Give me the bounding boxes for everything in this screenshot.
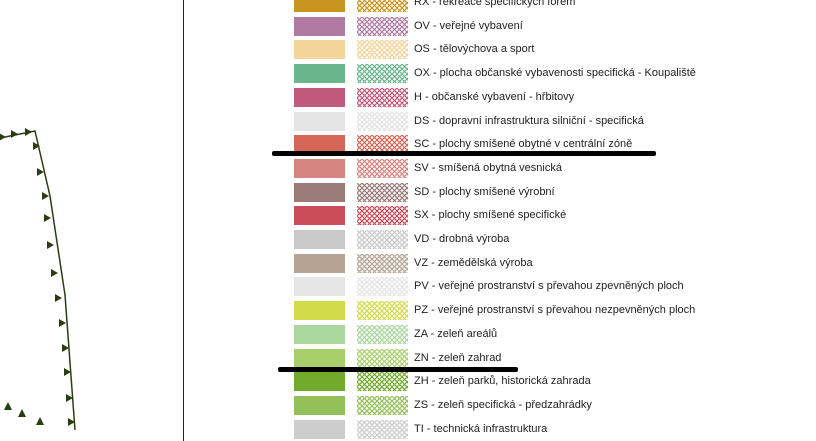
legend-item: DS - dopravní infrastruktura silniční - … bbox=[294, 112, 714, 132]
legend-swatch-proposed bbox=[357, 372, 408, 391]
legend-swatch-proposed bbox=[357, 420, 408, 439]
boundary-tick bbox=[62, 344, 69, 352]
legend-item-label: VD - drobná výroba bbox=[414, 233, 510, 245]
boundary-tick bbox=[11, 130, 18, 138]
legend-item: VD - drobná výroba bbox=[294, 230, 714, 250]
legend-swatch-existing bbox=[294, 112, 345, 131]
legend-swatch-existing bbox=[294, 396, 345, 415]
legend-item: ZH - zeleň parků, historická zahrada bbox=[294, 372, 714, 392]
legend-item: SV - smíšená obytná vesnická bbox=[294, 159, 714, 179]
legend-item: ZA - zeleň areálů bbox=[294, 325, 714, 345]
legend-item: RX - rekreace specifických forem bbox=[294, 0, 714, 13]
legend-swatch-existing bbox=[294, 159, 345, 178]
legend-swatch-proposed bbox=[357, 0, 408, 12]
legend-item-label: PZ - veřejné prostranství s převahou nez… bbox=[414, 304, 696, 316]
legend-swatch-proposed bbox=[357, 64, 408, 83]
legend-item: PZ - veřejné prostranství s převahou nez… bbox=[294, 301, 714, 321]
legend-swatch-existing bbox=[294, 206, 345, 225]
legend-swatch-proposed bbox=[357, 40, 408, 59]
legend-item: H - občanské vybavení - hřbitovy bbox=[294, 88, 714, 108]
boundary-tick bbox=[4, 402, 12, 410]
legend-swatch-proposed bbox=[357, 277, 408, 296]
legend-swatch-proposed bbox=[357, 254, 408, 273]
legend-item-label: DS - dopravní infrastruktura silniční - … bbox=[414, 115, 644, 127]
legend-swatch-existing bbox=[294, 40, 345, 59]
boundary-tick bbox=[44, 214, 51, 222]
legend-item-label: VZ - zemědělská výroba bbox=[414, 257, 533, 269]
legend-item-label: ZN - zeleň zahrad bbox=[414, 352, 502, 364]
boundary-tick bbox=[33, 142, 40, 150]
legend-item: ZN - zeleň zahrad bbox=[294, 349, 714, 369]
legend-swatch-existing bbox=[294, 64, 345, 83]
legend-item-label: ZS - zeleň specifická - předzahrádky bbox=[414, 399, 592, 411]
legend-swatch-existing bbox=[294, 0, 345, 12]
legend-item: SC - plochy smíšené obytné v centrální z… bbox=[294, 135, 714, 155]
legend-swatch-existing bbox=[294, 325, 345, 344]
legend-swatch-proposed bbox=[357, 230, 408, 249]
boundary-tick bbox=[25, 128, 32, 136]
boundary-tick bbox=[18, 409, 26, 417]
legend-item-label: H - občanské vybavení - hřbitovy bbox=[414, 91, 575, 103]
legend-swatch-existing bbox=[294, 230, 345, 249]
boundary-tick bbox=[64, 368, 71, 376]
boundary-tick bbox=[37, 168, 44, 176]
map-frame-border bbox=[183, 0, 184, 441]
legend-item-label: OS - tělovýchova a sport bbox=[414, 43, 535, 55]
legend-swatch-existing bbox=[294, 88, 345, 107]
legend-swatch-existing bbox=[294, 183, 345, 202]
legend-item: TI - technická infrastruktura bbox=[294, 420, 714, 440]
legend-item-label: ZA - zeleň areálů bbox=[414, 328, 498, 340]
legend-swatch-existing bbox=[294, 17, 345, 36]
area-boundary-line bbox=[0, 128, 76, 431]
legend-swatch-proposed bbox=[357, 17, 408, 36]
boundary-tick bbox=[66, 394, 73, 402]
legend-swatch-existing bbox=[294, 254, 345, 273]
legend-item-label: SV - smíšená obytná vesnická bbox=[414, 162, 562, 174]
legend-item-label: SD - plochy smíšené výrobní bbox=[414, 186, 555, 198]
legend-item-label: OX - plocha občanské vybavenosti specifi… bbox=[414, 67, 696, 79]
legend-swatch-proposed bbox=[357, 206, 408, 225]
legend-swatch-existing bbox=[294, 277, 345, 296]
legend-item: ZS - zeleň specifická - předzahrádky bbox=[294, 396, 714, 416]
legend-item-label: SX - plochy smíšené specifické bbox=[414, 209, 567, 221]
boundary-tick bbox=[47, 241, 54, 249]
legend-item-label: ZH - zeleň parků, historická zahrada bbox=[414, 375, 591, 387]
legend-swatch-proposed bbox=[357, 159, 408, 178]
legend-swatch-proposed bbox=[357, 301, 408, 320]
legend-swatch-proposed bbox=[357, 325, 408, 344]
legend-item-label: OV - veřejné vybavení bbox=[414, 20, 523, 32]
legend-swatch-proposed bbox=[357, 88, 408, 107]
legend-swatch-existing bbox=[294, 349, 345, 368]
legend-item-label: TI - technická infrastruktura bbox=[414, 423, 548, 435]
legend-swatch-proposed bbox=[357, 396, 408, 415]
boundary-tick bbox=[51, 269, 58, 277]
boundary-tick bbox=[68, 418, 75, 426]
legend-swatch-existing bbox=[294, 301, 345, 320]
legend-item-label: PV - veřejné prostranství s převahou zpe… bbox=[414, 280, 684, 292]
legend-swatch-proposed bbox=[357, 135, 408, 154]
boundary-tick bbox=[59, 319, 66, 327]
highlight-underline-sc bbox=[272, 151, 656, 156]
legend-item: VZ - zemědělská výroba bbox=[294, 254, 714, 274]
legend-item: OX - plocha občanské vybavenosti specifi… bbox=[294, 64, 714, 84]
legend-swatch-existing bbox=[294, 372, 345, 391]
legend-swatch-proposed bbox=[357, 112, 408, 131]
legend-item: OV - veřejné vybavení bbox=[294, 17, 714, 37]
legend-item: OS - tělovýchova a sport bbox=[294, 40, 714, 60]
boundary-tick bbox=[55, 294, 62, 302]
boundary-tick bbox=[0, 133, 6, 141]
legend-swatch-existing bbox=[294, 420, 345, 439]
legend-swatch-proposed bbox=[357, 349, 408, 368]
legend-swatch-proposed bbox=[357, 183, 408, 202]
legend-item: SX - plochy smíšené specifické bbox=[294, 206, 714, 226]
legend-item-label: RX - rekreace specifických forem bbox=[414, 0, 576, 8]
boundary-tick bbox=[42, 192, 49, 200]
legend-item: PV - veřejné prostranství s převahou zpe… bbox=[294, 277, 714, 297]
highlight-underline-zn bbox=[278, 367, 518, 372]
boundary-tick bbox=[36, 417, 44, 425]
legend-item: SD - plochy smíšené výrobní bbox=[294, 183, 714, 203]
legend-swatch-existing bbox=[294, 135, 345, 154]
legend-item-label: SC - plochy smíšené obytné v centrální z… bbox=[414, 138, 633, 150]
